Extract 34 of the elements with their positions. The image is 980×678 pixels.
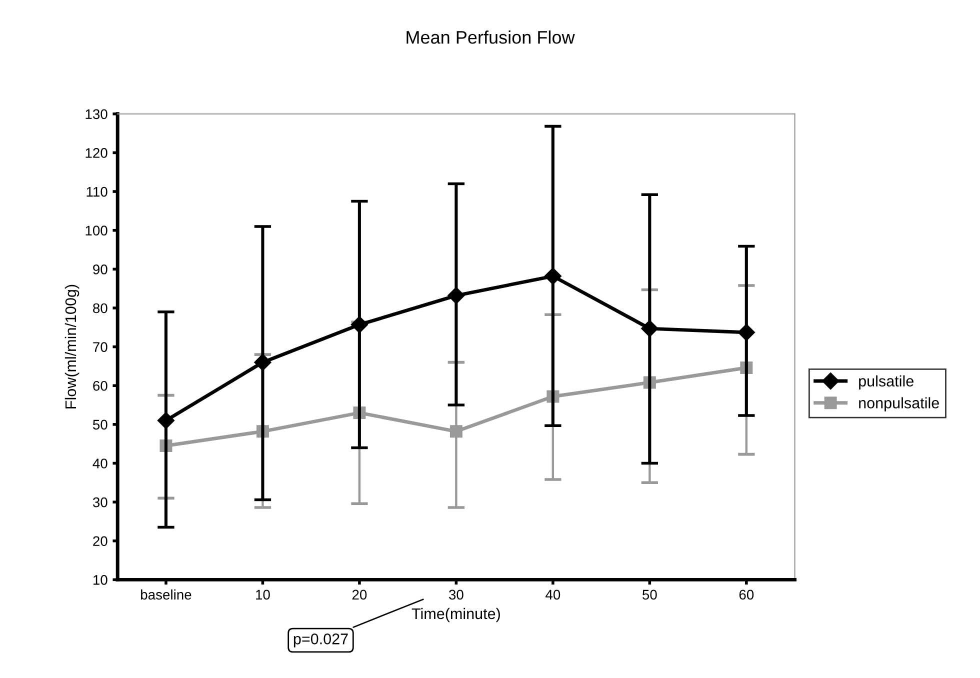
y-tick-label: 120 <box>86 148 108 158</box>
y-tick-label: 10 <box>93 575 108 585</box>
point <box>254 354 272 371</box>
y-tick-label: 30 <box>92 497 108 508</box>
point <box>641 320 658 338</box>
x-tick-label: 40 <box>546 590 560 600</box>
point <box>448 287 465 304</box>
legend-label: nonpulsatile <box>859 397 939 412</box>
x-tick-label: 30 <box>448 590 464 600</box>
y-tick-label: 20 <box>93 536 108 546</box>
y-tick-label: 60 <box>93 380 108 391</box>
point <box>544 268 562 285</box>
x-axis-title: Time(minute) <box>412 608 500 622</box>
text: p=0.027 <box>294 634 348 648</box>
chart-title: Mean Perfusion Flow <box>406 30 575 44</box>
point <box>450 425 462 438</box>
y-tick-label: 130 <box>86 109 108 120</box>
point <box>157 412 175 430</box>
x-tick-label: 60 <box>739 590 754 600</box>
y-axis-title: Flow(ml/min/100g) <box>64 284 80 408</box>
x-tick-label: baseline <box>141 589 192 600</box>
point <box>738 324 755 341</box>
x-tick-label: 10 <box>256 590 270 600</box>
x-tick-label: 20 <box>352 590 367 600</box>
y-tick-label: 100 <box>86 226 108 236</box>
point <box>350 316 368 334</box>
y-tick-label: 70 <box>93 342 108 352</box>
x-tick-label: 50 <box>642 590 657 600</box>
legend-label: pulsatile <box>859 375 914 390</box>
y-tick-label: 80 <box>93 303 108 314</box>
y-tick-label: 110 <box>86 186 108 197</box>
y-tick-label: 40 <box>92 458 108 468</box>
y-tick-label: 90 <box>93 264 108 274</box>
y-tick-label: 50 <box>92 420 108 430</box>
